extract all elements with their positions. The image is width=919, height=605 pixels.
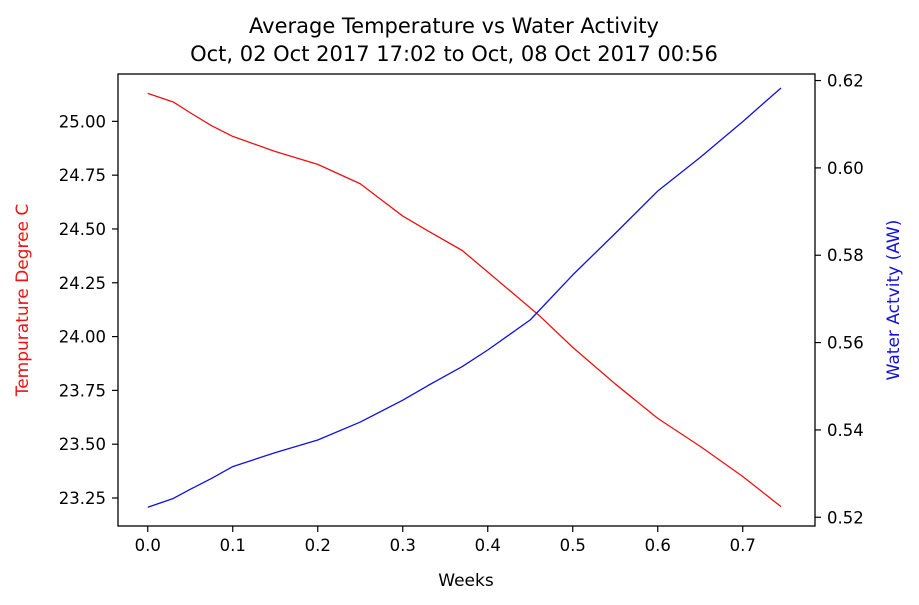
x-axis-label: Weeks (438, 571, 494, 591)
chart-subtitle: Oct, 02 Oct 2017 17:02 to Oct, 08 Oct 20… (190, 42, 718, 66)
x-axis-ticks: 0.0 0.1 0.2 0.3 0.4 0.5 0.6 0.7 (135, 526, 756, 555)
left-y-tick-label: 24.75 (59, 166, 106, 185)
right-y-tick-label: 0.52 (827, 508, 864, 527)
water-activity-series-line (147, 87, 782, 508)
plot-area (147, 87, 782, 508)
x-tick-label: 0.7 (730, 536, 756, 555)
right-y-axis-ticks: 0.52 0.54 0.56 0.58 0.60 0.62 (815, 72, 864, 527)
left-y-tick-label: 23.75 (59, 381, 106, 400)
left-y-tick-label: 24.25 (59, 274, 106, 293)
left-y-axis-ticks: 23.25 23.50 23.75 24.00 24.25 24.50 24.75 25.00 (59, 112, 118, 508)
plot-frame (117, 73, 816, 527)
x-tick-label: 0.2 (305, 536, 331, 555)
right-y-tick-label: 0.58 (827, 246, 864, 265)
left-y-tick-label: 25.00 (59, 112, 106, 131)
x-tick-label: 0.3 (390, 536, 416, 555)
right-y-tick-label: 0.62 (827, 72, 864, 91)
x-tick-label: 0.6 (645, 536, 671, 555)
left-y-axis-label: Tempurature Degree C (13, 204, 33, 398)
right-y-tick-label: 0.60 (827, 159, 864, 178)
x-tick-label: 0.0 (135, 536, 161, 555)
left-y-tick-label: 24.50 (59, 220, 106, 239)
x-tick-label: 0.5 (560, 536, 586, 555)
right-y-tick-label: 0.54 (827, 421, 864, 440)
temperature-series-line (147, 92, 782, 508)
right-y-tick-label: 0.56 (827, 334, 864, 353)
left-y-tick-label: 23.25 (59, 489, 106, 508)
x-tick-label: 0.4 (475, 536, 501, 555)
left-y-tick-label: 23.50 (59, 435, 106, 454)
right-y-axis-label: Water Actvity (AW) (884, 220, 904, 381)
left-y-tick-label: 24.00 (59, 328, 106, 347)
x-tick-label: 0.1 (220, 536, 246, 555)
chart-title: Average Temperature vs Water Activity (249, 14, 659, 38)
